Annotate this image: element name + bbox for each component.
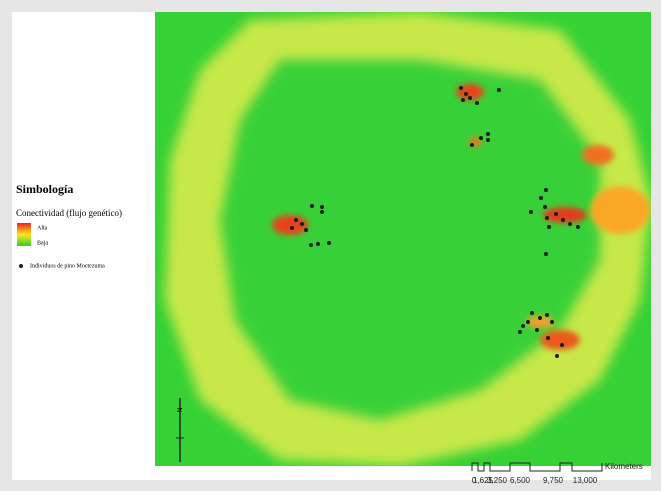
tree-point [535, 328, 539, 332]
tree-point [560, 343, 564, 347]
tree-point [550, 320, 554, 324]
tree-point [554, 212, 558, 216]
tree-point [320, 210, 324, 214]
tree-point [320, 205, 324, 209]
legend-points: Individuos de pino Moctezuma [30, 263, 105, 269]
tree-point [310, 204, 314, 208]
tree-point [468, 96, 472, 100]
tree-point [470, 143, 474, 147]
north-label: N [177, 407, 184, 412]
legend-title: Simbología [16, 182, 73, 196]
tree-point [538, 316, 542, 320]
tree-point [304, 228, 308, 232]
tree-point [464, 92, 468, 96]
tree-point [530, 311, 534, 315]
scale-label: 3,250 [487, 476, 508, 485]
hotspots [272, 84, 650, 350]
tree-point [543, 205, 547, 209]
tree-point [545, 313, 549, 317]
tree-point [544, 252, 548, 256]
tree-point [461, 98, 465, 102]
tree-point [327, 241, 331, 245]
tree-point [309, 243, 313, 247]
tree-point [546, 336, 550, 340]
tree-point [479, 136, 483, 140]
legend-point-symbol [19, 264, 23, 268]
tree-point [486, 138, 490, 142]
scale-label: 13,000 [573, 476, 598, 485]
tree-point [300, 222, 304, 226]
tree-point [518, 330, 522, 334]
legend-low: Baja [37, 240, 48, 246]
legend-high: Alta [37, 225, 48, 231]
tree-point [521, 324, 525, 328]
tree-point [316, 242, 320, 246]
legend-ramp [17, 223, 31, 246]
scale-label: 6,500 [510, 476, 531, 485]
scale-unit: Kilometers [605, 462, 643, 471]
tree-point [568, 222, 572, 226]
tree-points [290, 86, 580, 358]
scale-label: 9,750 [543, 476, 564, 485]
tree-point [545, 216, 549, 220]
tree-point [547, 225, 551, 229]
tree-point [544, 188, 548, 192]
tree-point [555, 354, 559, 358]
tree-point [561, 218, 565, 222]
tree-point [290, 226, 294, 230]
tree-point [294, 218, 298, 222]
tree-point [526, 320, 530, 324]
scale-label: 1,625 [473, 476, 494, 485]
tree-point [539, 196, 543, 200]
tree-point [529, 210, 533, 214]
legend-layer: Conectividad (flujo genético) [16, 208, 122, 218]
tree-point [459, 86, 463, 90]
tree-point [486, 132, 490, 136]
tree-point [576, 225, 580, 229]
scale-label: 0 [472, 476, 477, 485]
map [155, 12, 651, 466]
tree-point [475, 101, 479, 105]
north-arrow: N [176, 398, 184, 462]
tree-point [497, 88, 501, 92]
